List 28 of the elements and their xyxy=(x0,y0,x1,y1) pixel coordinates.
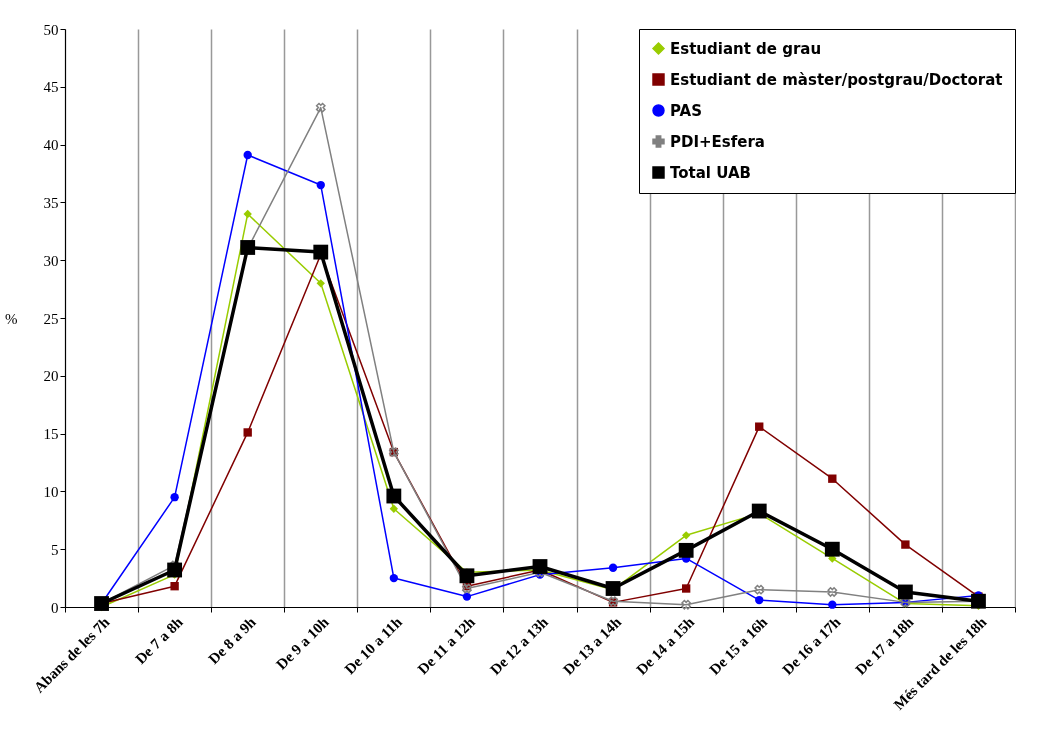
y-tick-label: 35 xyxy=(43,194,59,211)
y-tick-label: 40 xyxy=(43,137,59,154)
legend-label: PDI+Esfera xyxy=(670,132,765,151)
y-tick-label: 20 xyxy=(43,368,59,385)
y-tick-label: 30 xyxy=(43,252,59,269)
y-tick-label: 15 xyxy=(43,426,59,443)
x-tick-label: De 17 a 18h xyxy=(852,613,917,678)
legend-label: Estudiant de màster/postgrau/Doctorat xyxy=(670,70,1003,89)
legend-label: PAS xyxy=(670,101,703,120)
x-tick-label: De 14 a 15h xyxy=(633,613,698,678)
y-tick-label: 10 xyxy=(43,483,59,500)
y-tick-label: 45 xyxy=(43,79,59,96)
x-tick-label: De 7 a 8h xyxy=(132,613,187,668)
x-tick-label: De 9 a 10h xyxy=(273,613,333,673)
y-tick-label: 5 xyxy=(51,541,59,558)
x-tick-label: De 8 a 9h xyxy=(205,613,260,668)
y-tick-label: 0 xyxy=(51,599,59,616)
legend-label: Estudiant de grau xyxy=(670,39,822,58)
y-axis-title: % xyxy=(5,310,18,327)
y-tick-label: 50 xyxy=(43,21,59,38)
x-tick-label: De 13 a 14h xyxy=(560,613,625,678)
y-tick-label: 25 xyxy=(43,310,59,327)
x-tick-label: De 12 a 13h xyxy=(487,613,552,678)
x-tick-label: De 16 a 17h xyxy=(779,613,844,678)
x-tick-label: De 11 a 12h xyxy=(414,613,479,678)
x-tick-label: De 10 a 11h xyxy=(341,613,406,678)
legend-label: Total UAB xyxy=(670,163,751,182)
x-tick-label: De 15 a 16h xyxy=(706,613,771,678)
